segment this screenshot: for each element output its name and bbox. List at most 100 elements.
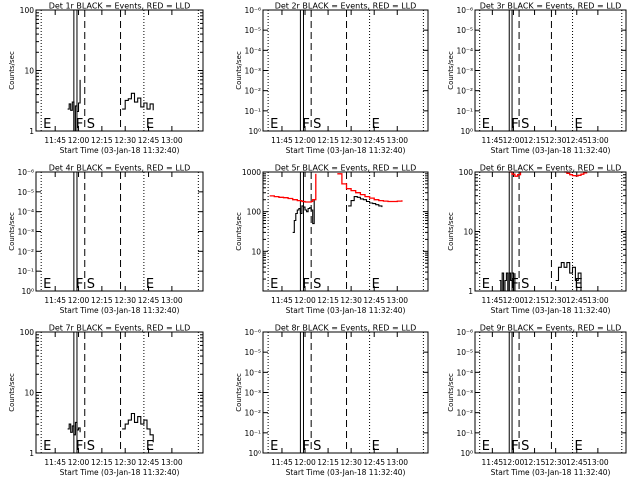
y-tick-label: 10⁻⁴	[244, 46, 261, 55]
marker-label: F	[302, 439, 309, 454]
y-tick-label: 10⁰	[460, 449, 473, 458]
y-tick-label: 10⁻⁶	[456, 6, 473, 15]
y-axis-label: Counts/sec	[447, 51, 455, 90]
marker-label: E	[43, 439, 51, 454]
y-tick-label: 10	[24, 389, 34, 398]
plot-frame	[262, 9, 429, 132]
x-tick-label: 12:15	[91, 136, 113, 145]
x-tick-label: 12:30	[340, 296, 362, 305]
x-tick-label: 11:45	[44, 296, 66, 305]
y-axis-label: Counts/sec	[235, 212, 243, 251]
y-tick-label: 1000	[242, 168, 261, 177]
marker-label: E	[270, 439, 278, 454]
marker-label: S	[87, 439, 95, 454]
x-axis-label: Start Time (03-Jan-18 11:32:40)	[286, 306, 406, 315]
panel-4: Det 4r BLACK = Events, RED = LLD Counts/s…	[8, 164, 204, 315]
plot-frame	[35, 331, 204, 454]
y-tick-label: 10⁻³	[244, 67, 261, 76]
events-series	[348, 196, 383, 208]
panel-5: Det 5r BLACK = Events, RED = LLD Counts/s…	[235, 164, 429, 315]
x-tick-label: 12:30	[545, 136, 567, 145]
marker-label: E	[575, 439, 583, 454]
y-tick-label: 10⁻⁵	[244, 26, 261, 35]
plot-frame	[262, 171, 429, 292]
y-tick-label: 10⁻⁴	[244, 368, 261, 377]
lld-series	[337, 173, 403, 203]
y-tick-label: 10⁻⁶	[17, 168, 34, 177]
events-series	[555, 262, 582, 291]
marker-label: F	[511, 439, 518, 454]
panel-2: Det 2r BLACK = Events, RED = LLD Counts/s…	[235, 2, 429, 155]
x-tick-label: 12:00	[68, 136, 90, 145]
y-tick-label: 10⁻¹	[17, 267, 34, 276]
panel-3: Det 3r BLACK = Events, RED = LLD Counts/s…	[447, 2, 627, 155]
x-tick-label: 13:00	[161, 458, 183, 467]
y-tick-label: 10⁻⁵	[244, 348, 261, 357]
y-tick-label: 10⁻⁵	[456, 26, 473, 35]
marker-label: S	[313, 277, 321, 292]
x-tick-label: 12:00	[68, 296, 90, 305]
y-tick-label: 10⁻³	[17, 228, 34, 237]
marker-label: S	[313, 117, 321, 132]
x-axis-label: Start Time (03-Jan-18 11:32:40)	[60, 468, 180, 477]
x-tick-label: 12:45	[138, 296, 160, 305]
x-tick-label: 12:15	[91, 296, 113, 305]
plot-frame	[35, 9, 204, 132]
y-tick-label: 10⁰	[248, 449, 261, 458]
x-tick-label: 13:00	[161, 296, 183, 305]
plot-frame	[262, 331, 429, 454]
marker-label: F	[76, 439, 83, 454]
x-tick-label: 12:00	[294, 136, 316, 145]
x-axis-label: Start Time (03-Jan-18 11:32:40)	[491, 306, 611, 315]
x-tick-label: 13:00	[386, 458, 408, 467]
y-tick-label: 10⁰	[460, 127, 473, 136]
marker-label: E	[575, 117, 583, 132]
marker-label: E	[482, 117, 490, 132]
y-tick-label: 100	[247, 208, 262, 217]
x-tick-label: 11:45	[482, 296, 504, 305]
y-tick-label: 10⁰	[21, 287, 34, 296]
x-tick-label: 12:30	[545, 458, 567, 467]
y-tick-label: 10⁻²	[456, 87, 473, 96]
y-tick-label: 100	[459, 168, 474, 177]
marker-label: E	[270, 117, 278, 132]
x-tick-label: 12:00	[503, 458, 525, 467]
x-tick-label: 11:45	[44, 458, 66, 467]
x-tick-label: 12:45	[566, 136, 588, 145]
y-tick-label: 10⁻¹	[244, 429, 261, 438]
y-tick-label: 1	[29, 449, 34, 458]
panel-title: Det 7r BLACK = Events, RED = LLD	[49, 324, 191, 333]
lld-series	[509, 171, 522, 177]
marker-label: E	[575, 277, 583, 292]
y-axis-label: Counts/sec	[447, 212, 455, 251]
y-tick-label: 10⁻³	[456, 389, 473, 398]
panel-8: Det 8r BLACK = Events, RED = LLD Counts/s…	[235, 324, 429, 477]
marker-label: E	[482, 439, 490, 454]
marker-label: E	[372, 277, 380, 292]
y-tick-label: 10⁻²	[17, 247, 34, 256]
y-tick-label: 10⁻⁶	[456, 328, 473, 337]
x-tick-label: 11:45	[482, 136, 504, 145]
x-tick-label: 11:45	[44, 136, 66, 145]
marker-label: E	[146, 117, 154, 132]
marker-label: E	[372, 117, 380, 132]
y-tick-label: 1	[29, 127, 34, 136]
x-axis-label: Start Time (03-Jan-18 11:32:40)	[286, 146, 406, 155]
x-tick-label: 12:15	[524, 458, 546, 467]
y-tick-label: 10⁻⁴	[456, 368, 473, 377]
marker-label: F	[302, 277, 309, 292]
x-tick-label: 12:45	[363, 458, 385, 467]
x-tick-label: 12:00	[503, 136, 525, 145]
plot-frame	[474, 9, 627, 132]
y-tick-label: 10	[251, 247, 261, 256]
marker-label: S	[87, 277, 95, 292]
y-axis-label: Counts/sec	[8, 373, 16, 412]
x-tick-label: 13:00	[161, 136, 183, 145]
marker-label: E	[372, 439, 380, 454]
events-series	[122, 412, 154, 443]
x-tick-label: 12:30	[545, 296, 567, 305]
panel-title: Det 9r BLACK = Events, RED = LLD	[480, 324, 622, 333]
y-tick-label: 10⁻⁶	[244, 6, 261, 15]
